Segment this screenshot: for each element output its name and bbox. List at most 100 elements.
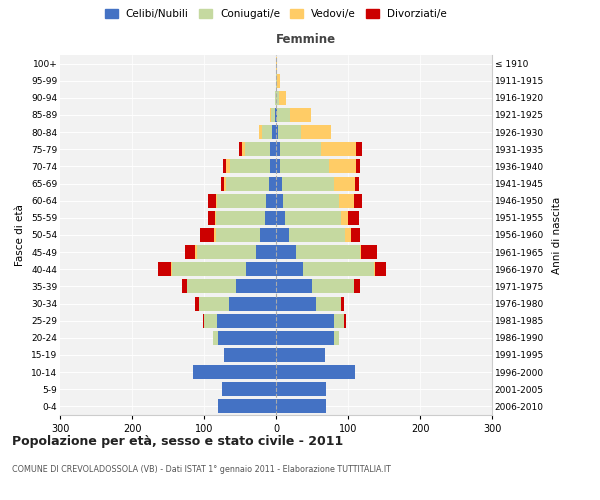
Bar bbox=[187, 280, 236, 293]
Bar bbox=[355, 176, 359, 190]
Bar bbox=[215, 228, 260, 242]
Bar bbox=[266, 194, 276, 207]
Bar bbox=[276, 331, 334, 345]
Bar bbox=[276, 91, 279, 105]
Bar bbox=[226, 176, 269, 190]
Bar bbox=[216, 211, 265, 225]
Bar bbox=[224, 348, 276, 362]
Bar bbox=[221, 176, 224, 190]
Bar bbox=[269, 108, 271, 122]
Bar bbox=[344, 314, 346, 328]
Bar bbox=[322, 142, 356, 156]
Bar bbox=[276, 400, 326, 413]
Bar bbox=[199, 296, 229, 310]
Bar bbox=[217, 194, 266, 207]
Bar bbox=[269, 176, 276, 190]
Bar bbox=[340, 194, 354, 207]
Bar bbox=[345, 228, 351, 242]
Bar bbox=[256, 245, 276, 259]
Bar bbox=[276, 262, 304, 276]
Bar bbox=[279, 91, 286, 105]
Bar bbox=[276, 245, 296, 259]
Bar bbox=[334, 176, 355, 190]
Bar bbox=[230, 160, 269, 173]
Bar bbox=[222, 382, 276, 396]
Bar bbox=[200, 228, 214, 242]
Bar bbox=[316, 296, 341, 310]
Bar bbox=[334, 314, 344, 328]
Bar bbox=[271, 108, 275, 122]
Y-axis label: Fasce di età: Fasce di età bbox=[16, 204, 25, 266]
Bar bbox=[236, 280, 276, 293]
Bar bbox=[215, 194, 217, 207]
Bar bbox=[269, 160, 276, 173]
Bar bbox=[276, 142, 280, 156]
Bar bbox=[280, 142, 322, 156]
Bar bbox=[334, 331, 340, 345]
Bar bbox=[276, 365, 355, 379]
Bar bbox=[329, 160, 356, 173]
Bar bbox=[341, 296, 344, 310]
Bar bbox=[217, 314, 276, 328]
Bar bbox=[276, 228, 289, 242]
Bar bbox=[275, 108, 276, 122]
Bar bbox=[290, 108, 311, 122]
Bar bbox=[259, 125, 262, 139]
Bar bbox=[276, 314, 334, 328]
Bar bbox=[312, 280, 354, 293]
Text: Popolazione per età, sesso e stato civile - 2011: Popolazione per età, sesso e stato civil… bbox=[12, 435, 343, 448]
Bar bbox=[301, 125, 331, 139]
Bar bbox=[276, 296, 316, 310]
Bar bbox=[203, 314, 204, 328]
Bar bbox=[351, 228, 359, 242]
Bar bbox=[361, 245, 377, 259]
Bar bbox=[376, 262, 386, 276]
Bar bbox=[280, 160, 329, 173]
Bar bbox=[171, 262, 172, 276]
Legend: Celibi/Nubili, Coniugati/e, Vedovi/e, Divorziati/e: Celibi/Nubili, Coniugati/e, Vedovi/e, Di… bbox=[101, 5, 451, 24]
Bar bbox=[356, 142, 362, 156]
Bar bbox=[276, 56, 277, 70]
Bar bbox=[276, 176, 282, 190]
Bar bbox=[242, 142, 245, 156]
Bar bbox=[246, 262, 276, 276]
Bar bbox=[215, 211, 216, 225]
Bar bbox=[354, 280, 359, 293]
Bar bbox=[272, 125, 276, 139]
Bar bbox=[218, 400, 276, 413]
Text: Femmine: Femmine bbox=[276, 33, 336, 46]
Bar bbox=[304, 262, 374, 276]
Bar bbox=[282, 176, 334, 190]
Bar bbox=[196, 245, 197, 259]
Bar bbox=[296, 245, 359, 259]
Bar bbox=[284, 211, 341, 225]
Bar bbox=[359, 245, 361, 259]
Bar bbox=[277, 74, 280, 88]
Bar bbox=[204, 314, 217, 328]
Bar bbox=[348, 211, 359, 225]
Bar bbox=[193, 365, 276, 379]
Bar bbox=[197, 245, 256, 259]
Bar bbox=[208, 211, 215, 225]
Bar bbox=[276, 125, 278, 139]
Bar bbox=[276, 160, 280, 173]
Bar bbox=[278, 125, 301, 139]
Bar bbox=[239, 142, 242, 156]
Bar bbox=[277, 108, 290, 122]
Bar bbox=[276, 108, 277, 122]
Bar bbox=[224, 176, 226, 190]
Bar bbox=[223, 160, 226, 173]
Bar bbox=[354, 194, 362, 207]
Bar bbox=[158, 262, 171, 276]
Bar bbox=[208, 194, 215, 207]
Bar bbox=[226, 160, 230, 173]
Y-axis label: Anni di nascita: Anni di nascita bbox=[553, 196, 562, 274]
Bar bbox=[262, 125, 272, 139]
Bar bbox=[196, 296, 199, 310]
Bar bbox=[275, 91, 276, 105]
Bar bbox=[265, 211, 276, 225]
Text: COMUNE DI CREVOLADOSSOLA (VB) - Dati ISTAT 1° gennaio 2011 - Elaborazione TUTTIT: COMUNE DI CREVOLADOSSOLA (VB) - Dati IST… bbox=[12, 465, 391, 474]
Bar bbox=[276, 348, 325, 362]
Bar bbox=[283, 194, 340, 207]
Bar bbox=[218, 331, 276, 345]
